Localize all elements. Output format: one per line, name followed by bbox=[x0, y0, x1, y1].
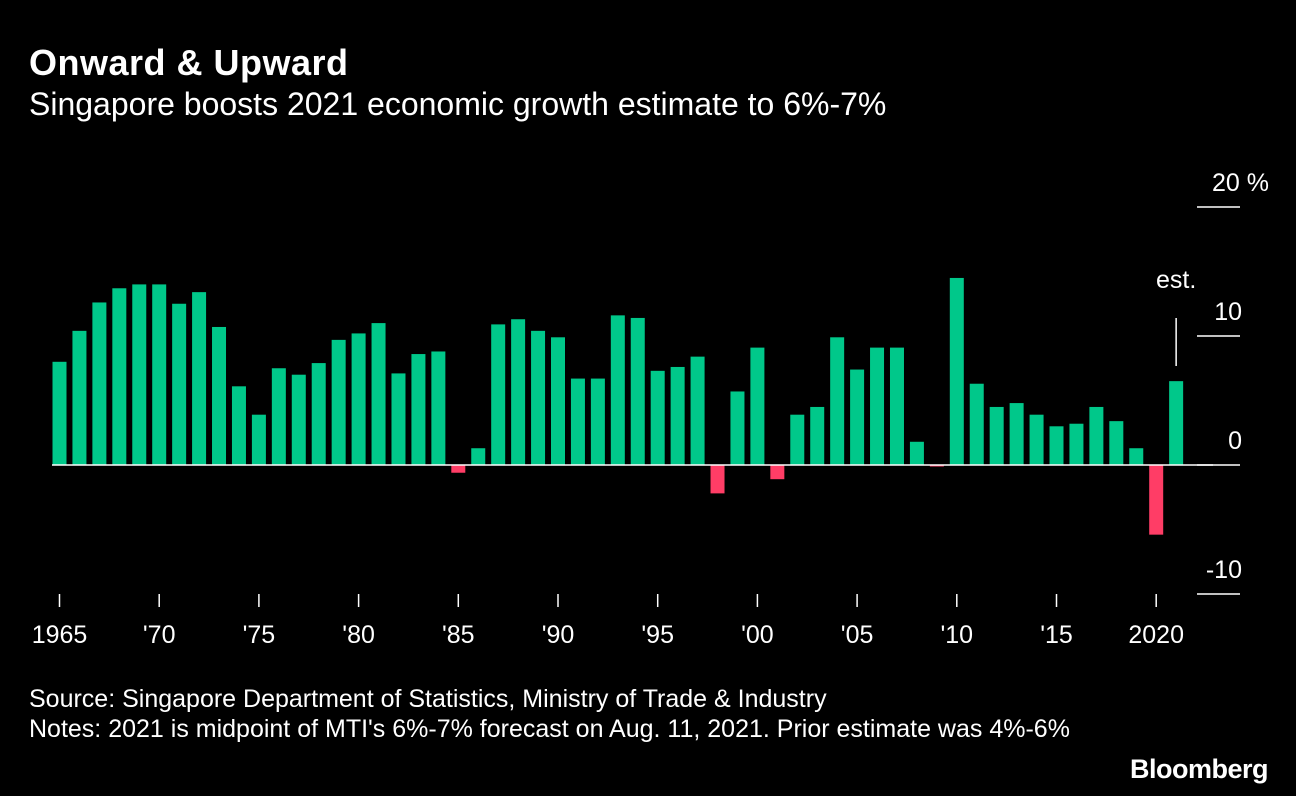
bar-2014 bbox=[1029, 414, 1044, 465]
y-tick-label-10: 10 bbox=[1214, 298, 1242, 326]
y-tick-label-20: 20 % bbox=[1212, 169, 1269, 197]
bar-2021 bbox=[1169, 381, 1184, 465]
bar-1982 bbox=[391, 373, 406, 465]
bar-2003 bbox=[810, 406, 825, 465]
bar-1983 bbox=[411, 354, 426, 465]
footer: Source: Singapore Department of Statisti… bbox=[29, 684, 1079, 744]
x-tick-label-1975: '75 bbox=[243, 621, 276, 649]
bar-1987 bbox=[491, 324, 506, 465]
source-note: Source: Singapore Department of Statisti… bbox=[29, 685, 827, 713]
bar-1977 bbox=[291, 374, 306, 465]
bar-2015 bbox=[1049, 426, 1064, 465]
x-tick-label-1965: 1965 bbox=[32, 621, 88, 649]
x-tick-label-1990: '90 bbox=[542, 621, 575, 649]
chart-subtitle: Singapore boosts 2021 economic growth es… bbox=[29, 86, 887, 122]
x-tick-label-2005: '05 bbox=[841, 621, 874, 649]
bar-2020 bbox=[1149, 465, 1164, 535]
bar-1979 bbox=[331, 339, 346, 465]
bar-1976 bbox=[271, 368, 286, 465]
bar-1996 bbox=[670, 366, 685, 465]
bar-1993 bbox=[610, 315, 625, 465]
bar-1985 bbox=[451, 465, 466, 473]
bar-2019 bbox=[1129, 448, 1144, 465]
bar-1974 bbox=[231, 386, 246, 465]
bar-2011 bbox=[969, 383, 984, 465]
bar-1975 bbox=[251, 414, 266, 465]
bar-1999 bbox=[730, 391, 745, 465]
bar-1980 bbox=[351, 333, 366, 465]
bar-1984 bbox=[431, 351, 446, 465]
bar-1997 bbox=[690, 356, 705, 465]
x-tick-label-1995: '95 bbox=[641, 621, 674, 649]
estimate-label: est. bbox=[1156, 266, 1196, 294]
bar-1970 bbox=[152, 284, 167, 465]
x-tick-label-1985: '85 bbox=[442, 621, 475, 649]
notes-text: Notes: 2021 is midpoint of MTI's 6%-7% f… bbox=[29, 715, 1070, 743]
bar-1986 bbox=[471, 448, 486, 465]
bar-1967 bbox=[92, 302, 107, 465]
y-tick-label--10: -10 bbox=[1206, 556, 1242, 584]
bar-2001 bbox=[770, 465, 785, 480]
bar-1981 bbox=[371, 323, 386, 465]
y-tick-label-0: 0 bbox=[1228, 427, 1242, 455]
x-tick-label-1970: '70 bbox=[143, 621, 176, 649]
bar-1973 bbox=[212, 326, 227, 465]
bar-2004 bbox=[830, 337, 845, 465]
bar-1968 bbox=[112, 288, 127, 465]
bar-1991 bbox=[570, 378, 585, 465]
bar-2016 bbox=[1069, 423, 1084, 465]
bloomberg-logo: Bloomberg bbox=[1129, 754, 1269, 784]
bar-1995 bbox=[650, 370, 665, 465]
chart-title: Onward & Upward bbox=[29, 42, 349, 83]
bar-2012 bbox=[989, 406, 1004, 465]
bar-2010 bbox=[949, 277, 964, 465]
bar-2007 bbox=[889, 347, 904, 465]
bar-2005 bbox=[850, 369, 865, 465]
bar-1988 bbox=[511, 319, 526, 465]
bar-2018 bbox=[1109, 421, 1124, 465]
x-tick-label-1980: '80 bbox=[342, 621, 375, 649]
bar-2000 bbox=[750, 347, 765, 465]
bar-2006 bbox=[870, 347, 885, 465]
bar-1972 bbox=[192, 292, 207, 465]
bar-1994 bbox=[630, 317, 645, 465]
bar-1969 bbox=[132, 284, 147, 465]
bar-1978 bbox=[311, 363, 326, 465]
bar-1990 bbox=[551, 337, 565, 465]
bar-1965 bbox=[52, 361, 67, 465]
bar-1992 bbox=[590, 378, 605, 465]
bar-2017 bbox=[1089, 406, 1104, 465]
bar-1989 bbox=[531, 330, 546, 465]
bar-1998 bbox=[710, 465, 725, 494]
x-tick-label-2020: 2020 bbox=[1128, 621, 1184, 649]
x-tick-label-2015: '15 bbox=[1040, 621, 1073, 649]
bar-2013 bbox=[1009, 403, 1024, 465]
bar-2008 bbox=[909, 441, 924, 465]
bar-2002 bbox=[790, 414, 805, 465]
x-tick-label-2010: '10 bbox=[941, 621, 974, 649]
bar-1966 bbox=[72, 330, 87, 465]
x-tick-label-2000: '00 bbox=[741, 621, 774, 649]
bar-1971 bbox=[172, 303, 187, 465]
